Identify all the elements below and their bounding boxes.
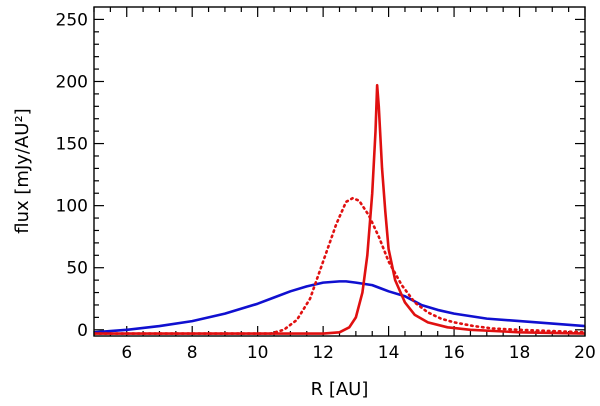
x-tick-label: 16: [443, 343, 465, 363]
y-tick-label: 200: [56, 72, 88, 92]
y-tick-label: 0: [77, 321, 88, 341]
plot-frame: [93, 6, 586, 337]
chart-series: [94, 83, 585, 335]
y-tick-label: 150: [56, 135, 88, 155]
x-tick-label: 8: [187, 343, 198, 363]
axis-ticks: [93, 7, 586, 336]
y-axis-label: flux [mJy/AU²]: [12, 108, 33, 233]
series-line-3: [94, 83, 585, 335]
x-axis-label: R [AU]: [311, 379, 369, 400]
x-tick-label: 14: [378, 343, 400, 363]
x-tick-label: 12: [312, 343, 334, 363]
y-tick-label: 100: [56, 197, 88, 217]
x-tick-label: 6: [121, 343, 132, 363]
series-line-1: [94, 280, 585, 334]
x-tick-label: 18: [509, 343, 531, 363]
series-line-2: [94, 196, 585, 335]
x-tick-label: 20: [574, 343, 596, 363]
y-tick-label: 250: [56, 10, 88, 30]
x-tick-label: 10: [247, 343, 269, 363]
y-tick-label: 50: [66, 259, 88, 279]
